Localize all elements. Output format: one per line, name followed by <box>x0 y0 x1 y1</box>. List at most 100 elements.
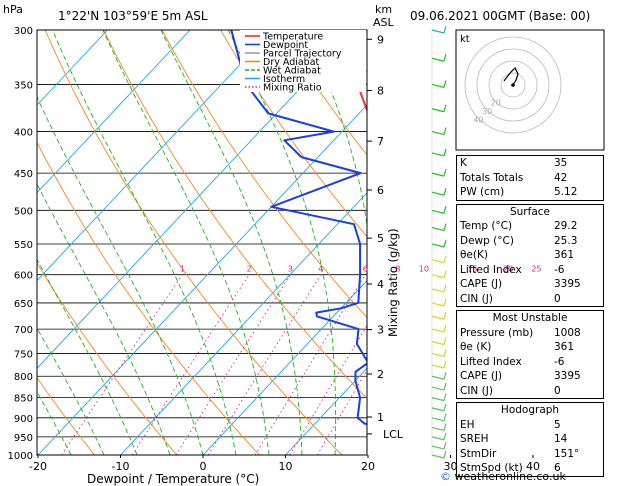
hodo-row: StmSpd (kt) 6 <box>457 461 603 476</box>
wind-barb-icon <box>431 426 445 432</box>
hodograph-storm-motion-icon <box>511 83 515 87</box>
mixing-ratio-label: 20 <box>503 265 513 274</box>
pressure-tick-label: 500 <box>14 206 33 217</box>
index-label: K <box>460 157 467 169</box>
mu-row: CAPE (J) 3395 <box>457 369 603 384</box>
hodo-value: 5 <box>554 418 561 431</box>
legend-label: Parcel Trajectory <box>263 49 342 60</box>
dry-adiabat <box>0 30 12 455</box>
asl-unit: ASL <box>373 16 395 29</box>
wind-barb-icon <box>431 226 445 232</box>
mixing-ratio-label: 1 <box>180 265 185 274</box>
surface-row: Dewp (°C) 25.3 <box>457 234 603 249</box>
isotherm <box>616 30 629 455</box>
dry-adiabat <box>278 30 367 156</box>
wind-barb-icon <box>443 223 447 231</box>
wind-barb-icon <box>443 206 447 214</box>
wind-barb-icon <box>443 393 447 401</box>
legend-label: Wet Adiabat <box>263 66 321 77</box>
wind-barb-icon <box>431 57 445 62</box>
wet-adiabat <box>37 390 72 455</box>
mu-label: CIN (J) <box>460 384 493 397</box>
pressure-tick-label: 450 <box>14 169 33 180</box>
temperature-tick-label: -20 <box>29 460 47 473</box>
wind-barb-icon <box>431 83 445 88</box>
surface-row: CAPE (J) 3395 <box>457 277 603 292</box>
surface-value: 361 <box>554 249 575 261</box>
wind-barb-icon <box>443 54 447 62</box>
surface-value: 29.2 <box>554 220 578 232</box>
wind-barb-icon <box>431 445 445 450</box>
mixing-ratio-label: 3 <box>288 265 293 274</box>
pressure-tick-label: 400 <box>14 128 33 139</box>
pressure-tick-label: 700 <box>14 325 33 336</box>
temperature-tick-label: 40 <box>526 460 540 473</box>
km-tick-label: 2 <box>377 368 384 381</box>
pressure-tick-label: 950 <box>14 433 33 444</box>
km-tick-label: LCL <box>383 428 404 441</box>
mu-label: θe (K) <box>460 341 492 353</box>
mu-value: 1008 <box>554 326 581 339</box>
wind-barb-icon <box>431 209 445 214</box>
surface-title: Surface <box>509 205 550 218</box>
hodograph-ring-label: 30 <box>482 107 492 116</box>
wind-barb-icon <box>431 152 445 157</box>
site-name: weatheronline.co.uk <box>454 470 566 483</box>
wind-barb-icon <box>431 108 445 113</box>
index-row-pw: PW (cm) 5.12 <box>457 185 603 200</box>
mixing-ratio-label: 15 <box>467 265 477 274</box>
hodograph-unit: kt <box>460 34 470 45</box>
surface-label: Temp (°C) <box>460 220 513 232</box>
mu-label: Lifted Index <box>460 355 522 368</box>
surface-block: Surface Temp (°C) 29.2 Dewp (°C) 25.3 θe(K… <box>456 203 604 307</box>
mixing-ratio-label: 8 <box>395 265 400 274</box>
index-row-totals: Totals Totals 42 <box>457 171 603 186</box>
km-tick-label: 5 <box>377 232 384 245</box>
hodograph-ring <box>500 72 526 98</box>
pressure-tick-label: 350 <box>14 80 33 91</box>
x-axis-label: Dewpoint / Temperature (°C) <box>87 472 259 486</box>
wind-barb-icon <box>443 168 447 177</box>
wind-barb-icon <box>443 382 447 391</box>
dry-adiabat <box>161 30 367 319</box>
wet-adiabat <box>37 95 204 455</box>
mu-value: 361 <box>554 341 575 353</box>
pressure-tick-label: 750 <box>14 349 33 360</box>
mu-row: Pressure (mb) 1008 <box>457 326 603 341</box>
hodo-label: StmSpd (kt) <box>460 462 523 474</box>
pressure-tick-label: 300 <box>14 26 33 37</box>
isotherm <box>120 192 367 455</box>
wet-adiabat <box>52 30 237 455</box>
wind-barb-icon <box>443 403 447 412</box>
wind-barb-icon <box>431 328 445 333</box>
km-tick-label: 7 <box>377 135 384 148</box>
pressure-tick-label: 550 <box>14 240 33 251</box>
wind-barb-icon <box>443 337 447 345</box>
hodo-row: SREH 14 <box>457 432 603 447</box>
mixing-ratio-label: 25 <box>531 265 541 274</box>
datetime-title: 09.06.2021 00GMT (Base: 00) <box>410 9 590 23</box>
surface-row: θe(K) 361 <box>457 248 603 263</box>
surface-value: -6 <box>554 263 565 276</box>
hodo-label: EH <box>460 418 475 431</box>
legend-label: Dry Adiabat <box>263 57 320 68</box>
wind-barb-icon <box>431 29 445 34</box>
mixing-ratio-label: 10 <box>419 265 429 274</box>
wind-barbs <box>431 25 447 459</box>
wind-barb-icon <box>431 364 445 369</box>
most-unstable-block: Most Unstable Pressure (mb) 1008 θe (K) 36… <box>456 310 604 399</box>
mixing-ratio-label: 4 <box>318 265 323 274</box>
wind-barb-icon <box>431 340 445 346</box>
hodograph-ring-label: 40 <box>473 116 483 125</box>
dry-adiabat <box>37 141 260 455</box>
mu-row: Lifted Index -6 <box>457 355 603 370</box>
wind-barb-icon <box>431 436 445 441</box>
temperature-tick-label: -10 <box>112 460 130 473</box>
wind-barb-icon <box>431 375 445 380</box>
dewpoint-line <box>230 30 367 425</box>
isotherm <box>37 104 367 455</box>
wind-barb-icon <box>443 423 447 431</box>
wind-barb-icon <box>431 302 445 307</box>
isotherm <box>37 30 273 282</box>
